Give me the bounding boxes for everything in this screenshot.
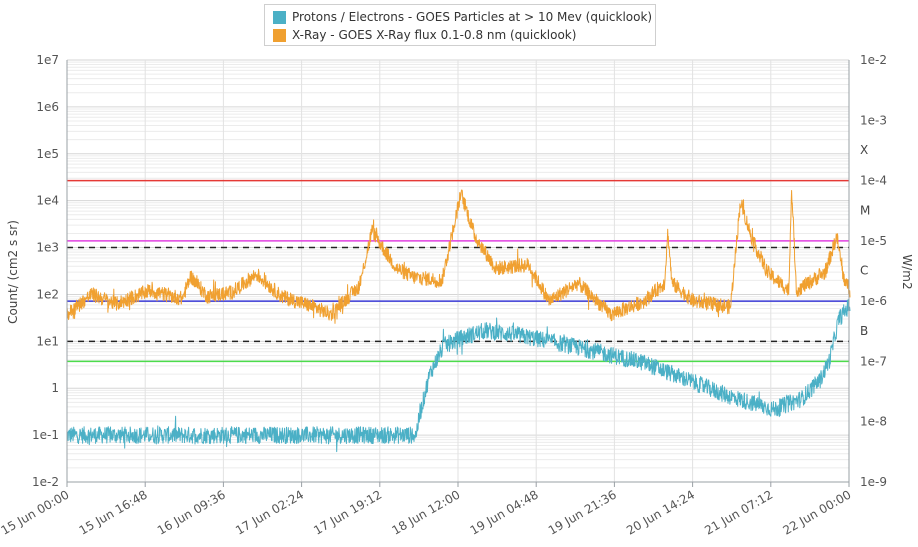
x-tick-label: 22 Jun 00:00 [780, 487, 853, 537]
right-tick-label: 1e-2 [860, 53, 887, 67]
right-tick-label: 1e-4 [860, 174, 887, 188]
x-axis-ticks: 15 Jun 00:00 15 Jun 16:48 16 Jun 09:36 17 J… [0, 482, 854, 538]
left-tick-label: 1e7 [36, 53, 59, 67]
x-tick-label: 19 Jun 04:48 [468, 487, 541, 537]
left-axis-ticks: 1e-2 1e-1 1 1e1 1e2 1e3 1e4 1e5 1e6 1e7 [32, 53, 59, 489]
left-tick-label: 1e1 [36, 334, 59, 348]
flare-class-label: M [860, 203, 870, 217]
flare-class-labels: B C M X [860, 143, 870, 338]
right-tick-label: 1e-3 [860, 113, 887, 127]
left-tick-label: 1e4 [36, 194, 59, 208]
x-tick-label: 21 Jun 07:12 [702, 487, 775, 537]
x-tick-label: 17 Jun 19:12 [311, 487, 384, 537]
flare-class-label: B [860, 324, 868, 338]
right-tick-label: 1e-5 [860, 234, 887, 248]
series-layer [66, 189, 851, 453]
left-tick-label: 1e6 [36, 100, 59, 114]
x-tick-label: 18 Jun 12:00 [389, 487, 462, 537]
legend-item-xray[interactable]: X-Ray - GOES X-Ray flux 0.1-0.8 nm (quic… [273, 27, 576, 43]
left-tick-label: 1e5 [36, 147, 59, 161]
left-tick-label: 1e2 [36, 287, 59, 301]
flare-class-label: X [860, 143, 868, 157]
legend: Protons / Electrons - GOES Particles at … [264, 4, 656, 46]
x-tick-label: 19 Jun 21:36 [546, 487, 619, 537]
right-axis-ticks: 1e-9 1e-8 1e-7 1e-6 1e-5 1e-4 1e-3 1e-2 [860, 53, 887, 489]
x-tick-label: 16 Jun 09:36 [155, 487, 228, 537]
right-axis-label: W/m2 [900, 254, 914, 289]
x-tick-label: 17 Jun 02:24 [233, 487, 306, 537]
right-tick-label: 1e-6 [860, 294, 887, 308]
grid [66, 59, 850, 483]
x-tick-label: 15 Jun 16:48 [77, 487, 150, 537]
right-tick-label: 1e-9 [860, 475, 887, 489]
left-tick-label: 1 [51, 381, 59, 395]
series-line-protons [66, 299, 851, 453]
left-tick-label: 1e-2 [32, 475, 59, 489]
legend-swatch-xray [273, 28, 286, 42]
flare-class-label: C [860, 264, 868, 278]
series-line-xray [66, 189, 851, 324]
right-tick-label: 1e-8 [860, 415, 887, 429]
x-tick-label: 15 Jun 00:00 [0, 487, 71, 537]
left-axis-label: Count/ (cm2 s sr) [6, 220, 20, 324]
x-tick-label: 20 Jun 14:24 [624, 487, 697, 537]
left-tick-label: 1e-1 [32, 428, 59, 442]
right-tick-label: 1e-7 [860, 354, 887, 368]
legend-label-protons: Protons / Electrons - GOES Particles at … [292, 10, 653, 24]
legend-item-protons[interactable]: Protons / Electrons - GOES Particles at … [273, 9, 652, 25]
legend-swatch-protons [273, 10, 286, 24]
legend-label-xray: X-Ray - GOES X-Ray flux 0.1-0.8 nm (quic… [292, 28, 577, 42]
left-tick-label: 1e3 [36, 241, 59, 255]
